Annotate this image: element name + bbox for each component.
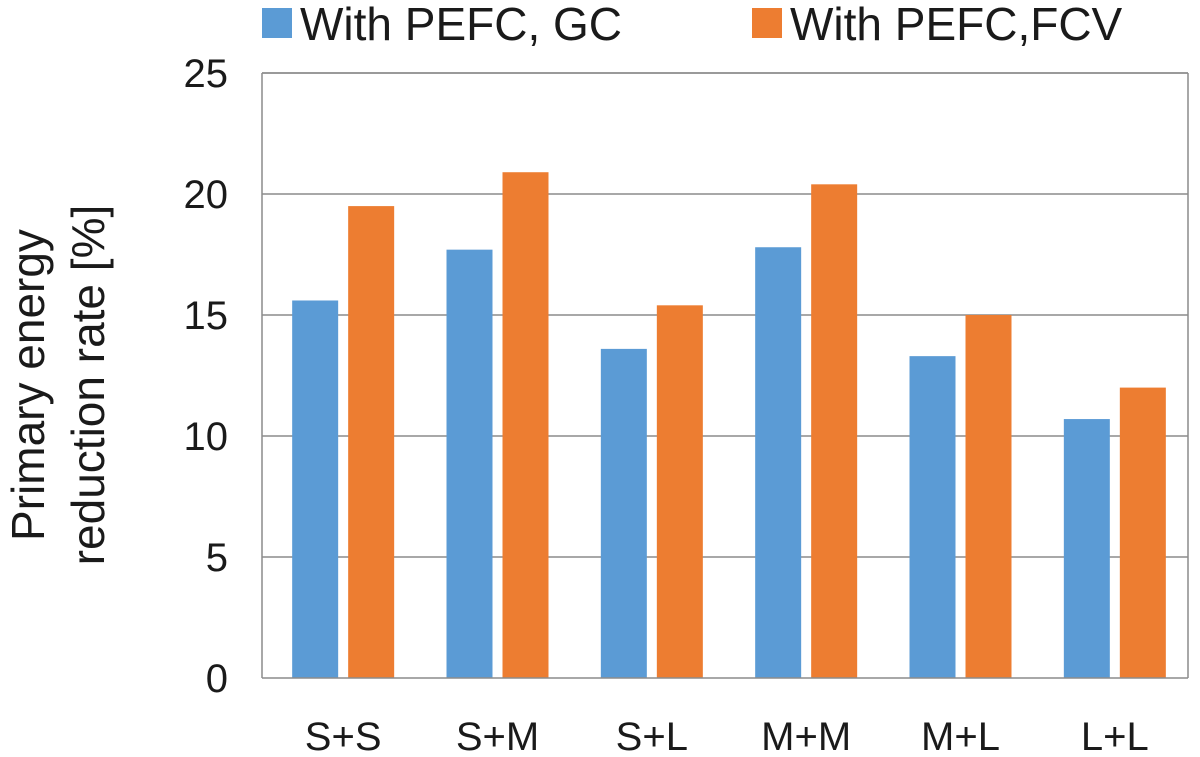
bar-pefc-fcv-s-plus-l bbox=[656, 305, 703, 678]
legend-label-pefc-gc: With PEFC, GC bbox=[300, 0, 622, 50]
y-axis-ticks: 0 5 10 15 20 25 bbox=[184, 52, 229, 701]
legend-label-pefc-fcv: With PEFC,FCV bbox=[790, 0, 1123, 50]
gridlines bbox=[262, 72, 1188, 558]
y-tick-label: 15 bbox=[184, 294, 229, 338]
x-axis-labels: S+S S+M S+L M+M M+L L+L bbox=[305, 715, 1149, 757]
bar-pefc-gc-m-plus-m bbox=[755, 247, 802, 679]
y-axis-title-line: Primary energy bbox=[2, 229, 54, 541]
bar-pefc-gc-s-plus-l bbox=[600, 348, 647, 678]
x-category-label: M+L bbox=[921, 715, 1000, 757]
legend-swatch-pefc-fcv bbox=[752, 8, 782, 38]
bar-pefc-gc-s-plus-s bbox=[292, 300, 339, 678]
legend: With PEFC, GC With PEFC,FCV bbox=[262, 0, 1123, 50]
y-tick-label: 5 bbox=[206, 536, 228, 580]
y-tick-label: 0 bbox=[206, 657, 228, 701]
axes bbox=[261, 72, 1189, 679]
x-category-label: S+S bbox=[305, 715, 382, 757]
bar-pefc-fcv-s-plus-s bbox=[348, 206, 395, 678]
bar-pefc-gc-m-plus-l bbox=[909, 356, 956, 678]
bar-pefc-fcv-m-plus-m bbox=[811, 184, 858, 678]
bar-pefc-gc-s-plus-m bbox=[446, 249, 493, 678]
y-tick-label: 25 bbox=[184, 52, 229, 96]
x-category-label: S+M bbox=[456, 715, 539, 757]
bar-pefc-gc-l-plus-l bbox=[1063, 419, 1110, 678]
bar-pefc-fcv-s-plus-m bbox=[502, 172, 549, 678]
bars bbox=[292, 172, 1166, 679]
x-category-label: S+L bbox=[616, 715, 688, 757]
x-category-label: L+L bbox=[1081, 715, 1149, 757]
y-tick-label: 20 bbox=[184, 173, 229, 217]
y-tick-label: 10 bbox=[184, 415, 229, 459]
legend-swatch-pefc-gc bbox=[262, 8, 292, 38]
y-axis-title: Primary energy reduction rate [%] bbox=[2, 205, 114, 566]
y-axis-title-line: reduction rate [%] bbox=[62, 205, 114, 566]
bar-pefc-fcv-l-plus-l bbox=[1119, 387, 1166, 678]
x-category-label: M+M bbox=[761, 715, 851, 757]
bar-pefc-fcv-m-plus-l bbox=[965, 315, 1012, 678]
